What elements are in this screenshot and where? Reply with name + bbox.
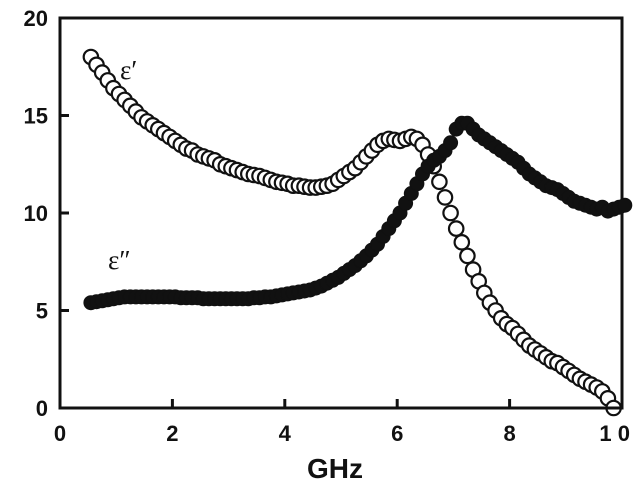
x-tick-label: 6 — [391, 421, 403, 446]
y-tick-label: 0 — [36, 396, 48, 421]
epsilon-prime-point — [436, 189, 454, 206]
epsilon-prime-point — [447, 220, 465, 237]
x-tick-label: 1 0 — [599, 421, 630, 446]
series-label-epsilon-prime: ε′ — [120, 55, 137, 85]
x-axis-title: GHz — [307, 453, 363, 484]
y-tick-label: 15 — [24, 104, 48, 129]
x-tick-label: 4 — [279, 421, 292, 446]
x-tick-label: 0 — [54, 421, 66, 446]
plot-markers — [82, 48, 633, 417]
y-tick-label: 5 — [36, 299, 48, 324]
plot-frame — [58, 16, 624, 410]
y-axis: 0 5 10 15 20 — [24, 6, 69, 421]
x-axis: 0 2 4 6 8 1 0 — [54, 399, 630, 446]
epsilon-double-prime-point — [617, 197, 633, 213]
epsilon-prime-point — [431, 173, 448, 191]
x-tick-label: 8 — [503, 421, 515, 446]
epsilon-prime-point — [442, 204, 459, 222]
y-tick-label: 20 — [24, 6, 48, 31]
epsilon-double-prime-point — [443, 135, 459, 151]
series-label-epsilon-double-prime: ε″ — [108, 245, 131, 275]
y-tick-label: 10 — [24, 201, 48, 226]
x-tick-label: 2 — [166, 421, 178, 446]
epsilon-prime-point — [453, 234, 471, 251]
epsilon-prime-point — [459, 247, 476, 265]
